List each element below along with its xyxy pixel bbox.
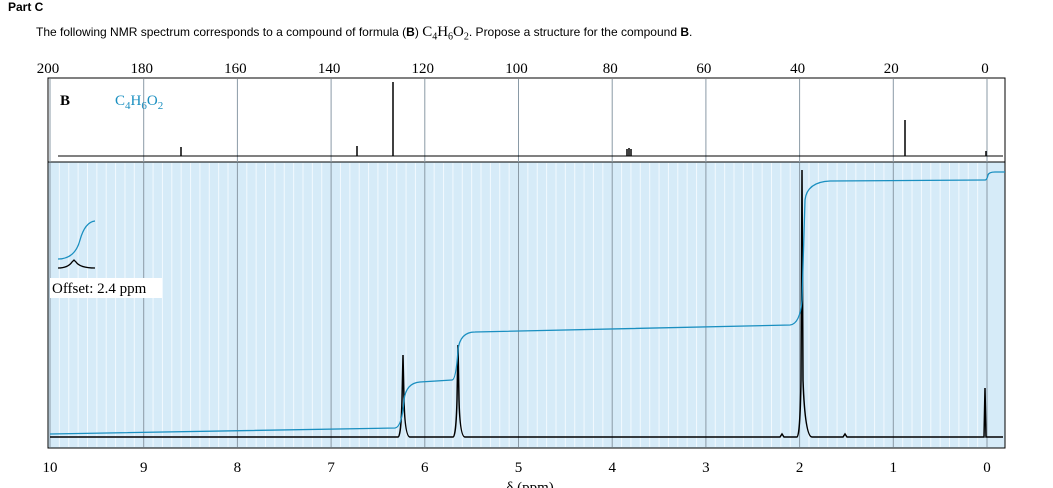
top-tick-label: 20 (884, 61, 899, 77)
formula-subscript: 6 (141, 100, 147, 112)
top-tick-label: 80 (603, 61, 618, 77)
bottom-tick-label: 1 (890, 460, 898, 476)
bottom-tick-label: 9 (140, 460, 148, 476)
c13-peaks (180, 82, 987, 156)
formula-element: C (422, 24, 433, 40)
panel-formula: C4H6O2 (115, 93, 163, 112)
formula-element: O (147, 93, 158, 109)
grid (49, 79, 988, 447)
formula-element: H (437, 24, 449, 40)
formula-element: C (115, 93, 125, 109)
formula-subscript: 2 (158, 100, 164, 112)
bottom-tick-label: 10 (43, 460, 58, 476)
bottom-tick-label: 0 (983, 460, 991, 476)
bottom-tick-label: 3 (702, 460, 710, 476)
offset-label: Offset: 2.4 ppm (52, 281, 147, 297)
integral-curve (49, 171, 1005, 435)
formula-subscript: 2 (463, 31, 469, 43)
bottom-tick-label: 2 (796, 460, 804, 476)
formula-element: O (453, 24, 464, 40)
bottom-tick-label: 4 (608, 460, 616, 476)
compound-label: B (60, 93, 70, 109)
bottom-tick-label: 6 (421, 460, 429, 476)
part-title: Part C (8, 0, 44, 14)
formula-element: H (131, 93, 142, 109)
question-bold: B (680, 25, 690, 39)
offset-integral (57, 220, 96, 260)
formula-subscript: 6 (448, 31, 454, 43)
question-text: . (689, 25, 693, 39)
question-bold: B (406, 25, 415, 39)
formula-subscript: 4 (432, 31, 438, 43)
h1-panel (47, 161, 1006, 449)
top-tick-label: 0 (981, 61, 989, 77)
bottom-tick-label: 5 (515, 460, 523, 476)
bottom-tick-label: 8 (234, 460, 242, 476)
top-tick-label: 60 (696, 61, 711, 77)
top-tick-label: 100 (505, 61, 528, 77)
axis-label: δ (ppm) (506, 480, 553, 488)
question-text: ) (414, 25, 423, 39)
bottom-tick-label: 7 (327, 460, 335, 476)
top-tick-label: 180 (130, 61, 153, 77)
top-tick-label: 200 (37, 61, 60, 77)
top-tick-label: 160 (224, 61, 247, 77)
question-text: The following NMR spectrum corresponds t… (36, 25, 407, 39)
top-tick-label: 40 (790, 61, 805, 77)
offset-peak (57, 259, 96, 269)
top-tick-label: 120 (412, 61, 435, 77)
offset-label-bg (50, 278, 162, 298)
top-tick-label: 140 (318, 61, 341, 77)
question: The following NMR spectrum corresponds t… (36, 24, 692, 42)
c13-panel (47, 77, 1006, 163)
formula-subscript: 4 (125, 100, 131, 112)
question-text: . Propose a structure for the compound (468, 25, 681, 39)
